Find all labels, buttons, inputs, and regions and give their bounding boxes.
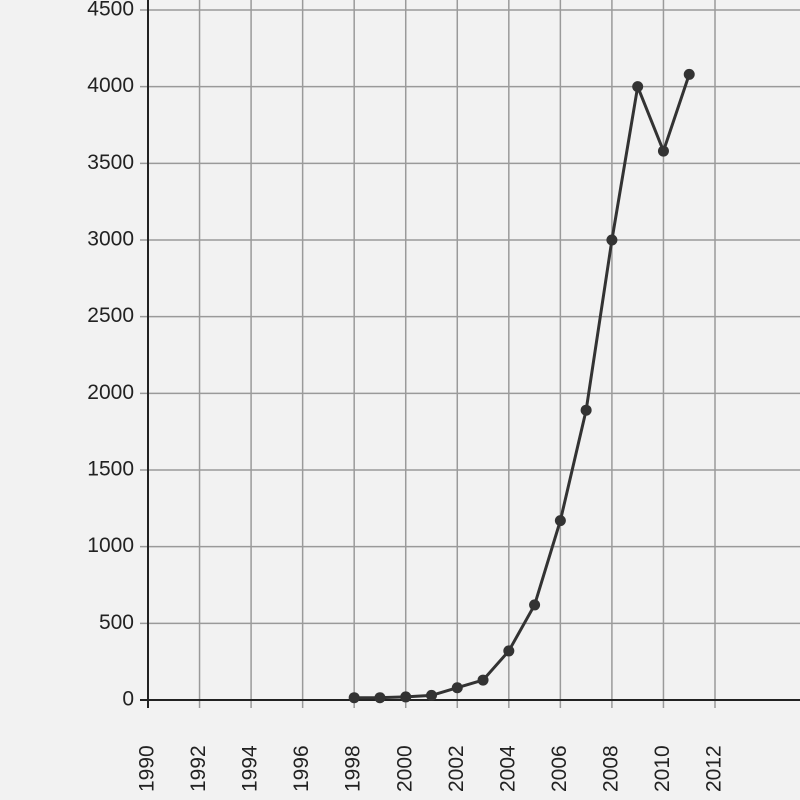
data-point	[400, 691, 412, 703]
data-point	[683, 68, 695, 80]
y-tick-label: 0	[122, 688, 134, 711]
x-tick-label: 1998	[342, 745, 365, 792]
data-line	[354, 73, 691, 700]
y-tick-label: 1000	[87, 534, 134, 557]
x-tick-label: 2000	[393, 745, 416, 792]
data-point	[374, 692, 386, 704]
y-tick-label: 3500	[87, 151, 134, 174]
data-point	[451, 682, 463, 694]
data-point	[348, 692, 360, 704]
data-point	[426, 689, 437, 701]
data-point	[580, 404, 592, 416]
y-tick-label: 2000	[87, 381, 134, 404]
x-tick-label: 1996	[290, 745, 313, 792]
data-point	[529, 599, 541, 611]
y-tick-label: 1500	[87, 458, 134, 481]
y-tick-label: 2500	[87, 304, 134, 327]
x-tick-label: 2004	[496, 745, 519, 792]
x-tick-label: 1992	[187, 745, 210, 792]
y-tick-label: 4500	[87, 0, 134, 21]
data-point	[632, 81, 644, 93]
x-tick-label: 2012	[703, 745, 726, 792]
y-tick-label: 500	[99, 611, 134, 634]
data-point	[606, 234, 618, 246]
x-tick-label: 1994	[239, 745, 262, 792]
x-tick-label: 2002	[445, 745, 468, 792]
y-tick-label: 4000	[87, 74, 134, 97]
x-tick-label: 2008	[599, 745, 622, 792]
x-tick-label: 1990	[136, 745, 159, 792]
y-tick-label: 3000	[87, 228, 134, 251]
x-tick-label: 2006	[548, 745, 571, 792]
data-point	[657, 145, 669, 157]
data-point	[554, 515, 566, 527]
data-point	[503, 645, 515, 657]
x-tick-label: 2010	[651, 745, 674, 792]
data-point	[477, 674, 489, 686]
